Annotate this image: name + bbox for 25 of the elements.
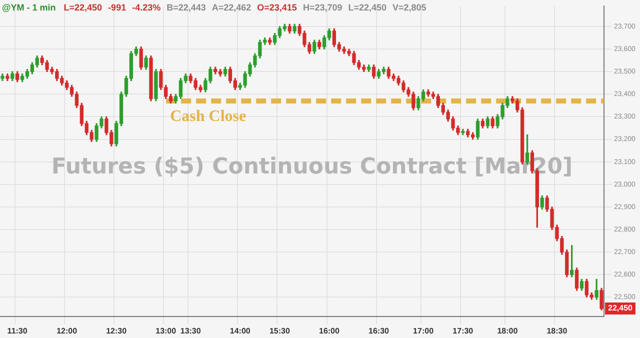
annotation: -4.23% [132,2,161,12]
x-tick-label: 12:30 [106,326,128,336]
x-tick-label: 17:30 [452,326,474,336]
annotation: V=2,805 [392,2,426,12]
x-tick-label: 14:00 [230,326,251,336]
x-tick-label: 15:30 [269,326,290,336]
chart-title: @YM - 1 min [2,2,56,12]
ref-line-label: Cash Close [170,108,246,126]
x-tick-label: 16:00 [318,326,340,336]
x-tick-label: 11:30 [7,326,28,336]
annotation: O=23,415 [257,2,297,12]
x-tick-label: 18:30 [546,326,568,336]
annotation: A=22,462 [212,2,252,12]
x-tick-label: 13:30 [180,326,202,336]
x-tick-label: 16:30 [368,326,390,336]
x-tick-label: 12:00 [56,326,78,336]
annotation: -991 [108,2,126,12]
annotation: L=22,450 [64,2,102,12]
annotation: L=22,450 [348,2,387,12]
annotation: B=22,443 [166,2,206,12]
x-tick-label: 13:00 [156,326,177,336]
x-tick-label: 18:00 [497,326,518,336]
annotation: 22,450 [608,304,634,313]
annotation: H=23,709 [302,2,342,12]
x-tick-label: 17:00 [413,326,434,336]
